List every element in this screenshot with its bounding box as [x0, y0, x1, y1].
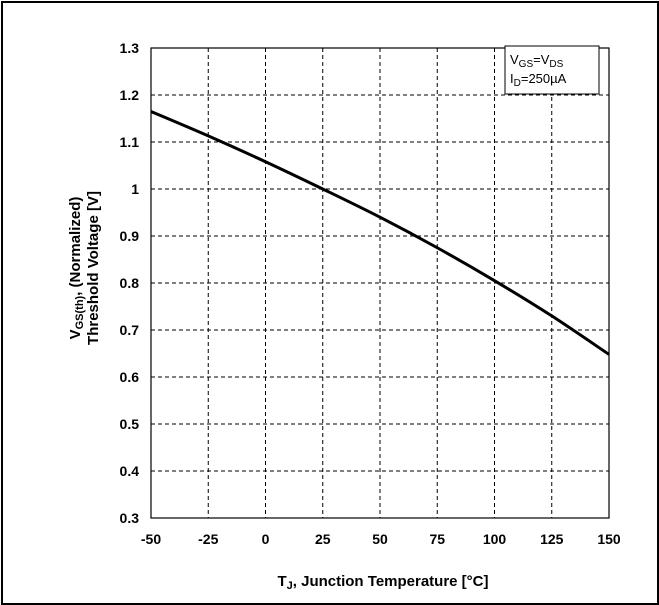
y-tick-label: 0.5 [120, 416, 140, 432]
y-tick-label: 1 [131, 181, 139, 197]
legend-box [504, 45, 600, 95]
grid [151, 48, 609, 518]
legend-line-2: ID=250µA [510, 71, 567, 89]
x-axis-title-text: , Junction Temperature [°C] [293, 573, 489, 590]
legend-id-subscript: D [514, 78, 521, 89]
x-tick-label: 125 [540, 531, 564, 547]
x-axis-title-symbol: T [277, 573, 286, 590]
plot-area-border [150, 47, 610, 519]
legend-vgs-subscript: GS [519, 59, 534, 70]
legend-vds-subscript: DS [549, 59, 563, 70]
plot-border [150, 47, 610, 519]
x-tick-label: 0 [262, 531, 270, 547]
x-tick-labels: -50 -25 0 25 50 75 100 125 150 [141, 531, 621, 547]
x-axis-title-subscript: J [287, 580, 293, 592]
x-axis-title: TJ, Junction Temperature [°C] [277, 573, 488, 592]
y-tick-label: 0.9 [120, 228, 140, 244]
y-axis-title-symbol: V [67, 329, 84, 339]
series-line [150, 110, 610, 356]
y-tick-label: 1.2 [120, 87, 140, 103]
x-tick-label: 50 [372, 531, 388, 547]
y-axis-title-line-2: Threshold Voltage [V] [85, 191, 102, 345]
legend-id-value: =250µA [521, 71, 567, 86]
x-tick-label: 25 [315, 531, 331, 547]
y-tick-label: 0.8 [120, 275, 140, 291]
legend-vds-symbol: =V [533, 52, 550, 67]
y-tick-label: 0.4 [120, 463, 140, 479]
y-tick-label: 0.7 [120, 322, 140, 338]
chart: 0.3 0.4 0.5 0.6 0.7 0.8 0.9 1 1.1 1.2 1.3 -50 -25 0 2… [67, 40, 621, 592]
y-axis-title: VGS(th), (Normalized) Threshold Voltage … [67, 191, 102, 345]
x-tick-label: 75 [429, 531, 445, 547]
legend: VGS=VDS ID=250µA [504, 45, 600, 95]
y-tick-label: 1.3 [120, 40, 140, 56]
y-tick-label: 0.6 [120, 369, 140, 385]
x-tick-label: 150 [597, 531, 621, 547]
y-axis-title-text: , (Normalized) [67, 197, 84, 296]
legend-id-symbol: I [510, 71, 514, 86]
series [150, 110, 610, 356]
y-tick-label: 0.3 [120, 510, 140, 526]
legend-vgs-symbol: V [510, 52, 519, 67]
legend-line-1: VGS=VDS [510, 52, 564, 70]
x-tick-label: -50 [141, 531, 161, 547]
x-tick-label: -25 [198, 531, 218, 547]
y-tick-label: 1.1 [120, 134, 140, 150]
x-tick-label: 100 [483, 531, 507, 547]
y-axis-title-subscript: GS(th) [74, 295, 86, 329]
y-tick-labels: 0.3 0.4 0.5 0.6 0.7 0.8 0.9 1 1.1 1.2 1.3 [120, 40, 140, 526]
y-axis-title-line-1: VGS(th), (Normalized) [67, 197, 86, 340]
